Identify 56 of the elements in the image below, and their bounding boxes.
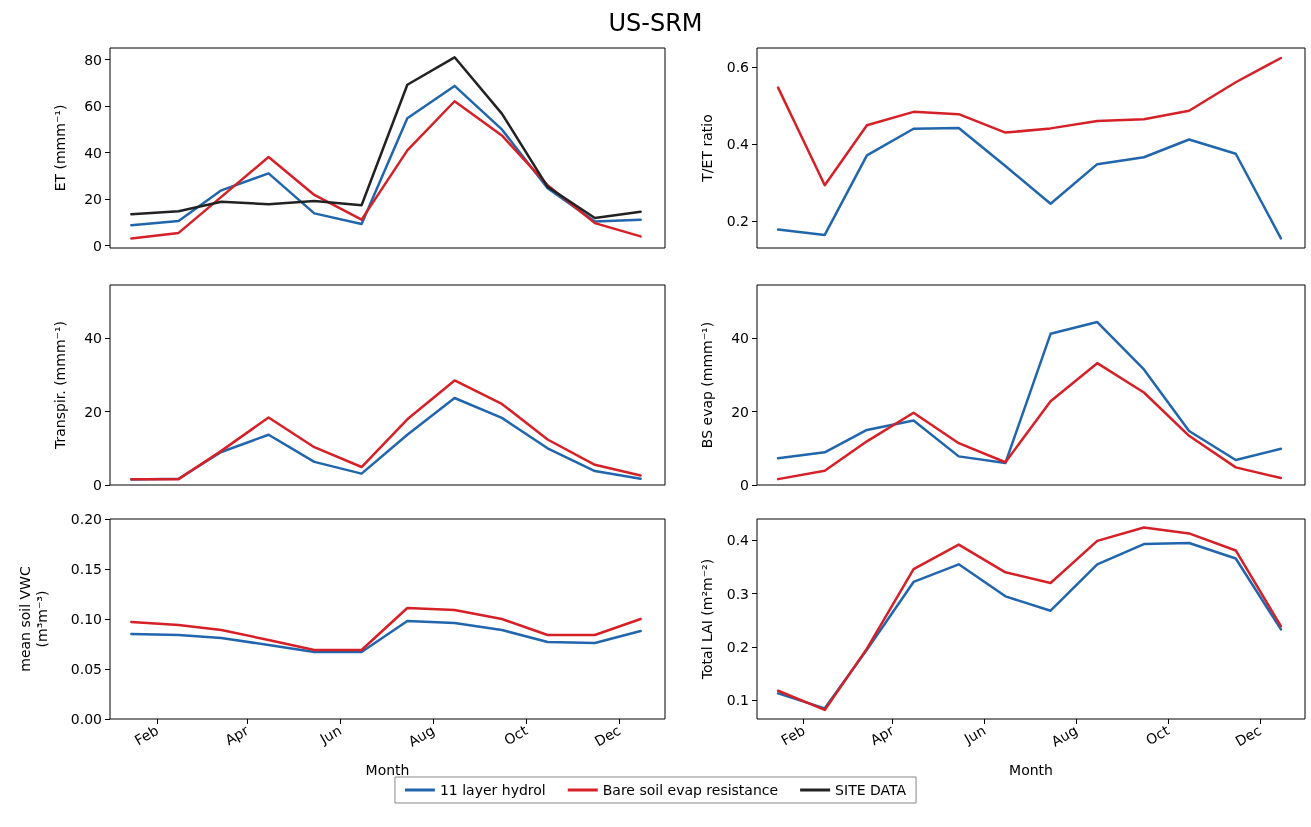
y-tick-label: 0.4 [726, 136, 750, 153]
x-tick-label: Jun [960, 722, 989, 748]
y-tick-label: 0 [93, 237, 102, 254]
line-series [130, 100, 642, 240]
x-tick-label: Dec [591, 722, 624, 750]
line-series [776, 361, 1283, 481]
y-tick-label: 0.15 [70, 561, 102, 577]
chart-title: US-SRM [608, 9, 703, 37]
y-tick-label: 0.4 [726, 532, 750, 549]
y-tick-label: 80 [84, 51, 102, 68]
y-tick-label: 20 [84, 403, 102, 420]
y-tick-label: 0.2 [726, 639, 749, 655]
y-tick-label: 0.00 [70, 711, 102, 727]
y-axis-title: T/ET ratio [698, 114, 715, 183]
x-tick-label: Oct [1143, 721, 1173, 749]
line-series [776, 320, 1283, 465]
y-tick-label: 0.6 [726, 59, 750, 76]
line-series [130, 619, 642, 654]
y-axis-title: Transpir. (mmm⁻¹) [51, 321, 68, 450]
line-series [776, 126, 1283, 240]
x-tick-label: Aug [1048, 722, 1081, 750]
x-tick-label: Apr [867, 721, 897, 749]
y-tick-label: 0.3 [726, 585, 749, 602]
y-axis-title: mean soil VWC (m³m⁻³) [16, 566, 50, 672]
legend-label: 11 layer hydrol [439, 782, 546, 798]
y-tick-label: 40 [731, 330, 749, 347]
x-axis-title: Month [1009, 762, 1053, 778]
line-series [130, 606, 642, 652]
x-tick-label: Feb [131, 722, 162, 749]
y-tick-label: 20 [84, 191, 102, 208]
legend-label: Bare soil evap resistance [602, 782, 779, 798]
line-series [130, 379, 642, 481]
y-tick-label: 40 [84, 144, 102, 161]
y-tick-label: 0.1 [726, 692, 749, 709]
y-tick-label: 20 [731, 403, 749, 420]
x-tick-label: Feb [778, 722, 808, 749]
y-tick-label: 0 [93, 477, 102, 493]
y-tick-label: 60 [84, 98, 102, 115]
x-tick-label: Aug [405, 722, 438, 750]
y-axis-title: Total LAI (m²m⁻²) [698, 558, 715, 681]
line-series [776, 56, 1283, 187]
x-axis-title: Month [365, 762, 410, 778]
x-tick-label: Apr [222, 721, 252, 749]
y-axis-title: BS evap (mmm⁻¹) [698, 321, 715, 449]
y-tick-label: 0 [740, 477, 749, 493]
x-tick-label: Oct [501, 721, 531, 749]
y-tick-label: 0.2 [726, 213, 749, 230]
y-tick-label: 0.05 [70, 661, 102, 677]
x-tick-label: Jun [316, 722, 345, 748]
y-tick-label: 0.10 [70, 611, 102, 627]
line-series [130, 56, 642, 220]
y-axis-title: ET (mmm⁻¹) [51, 104, 68, 192]
y-tick-label: 0.20 [70, 511, 102, 527]
x-tick-label: Dec [1232, 722, 1264, 750]
legend-label: SITE DATA [835, 782, 907, 798]
y-tick-label: 40 [84, 330, 102, 347]
